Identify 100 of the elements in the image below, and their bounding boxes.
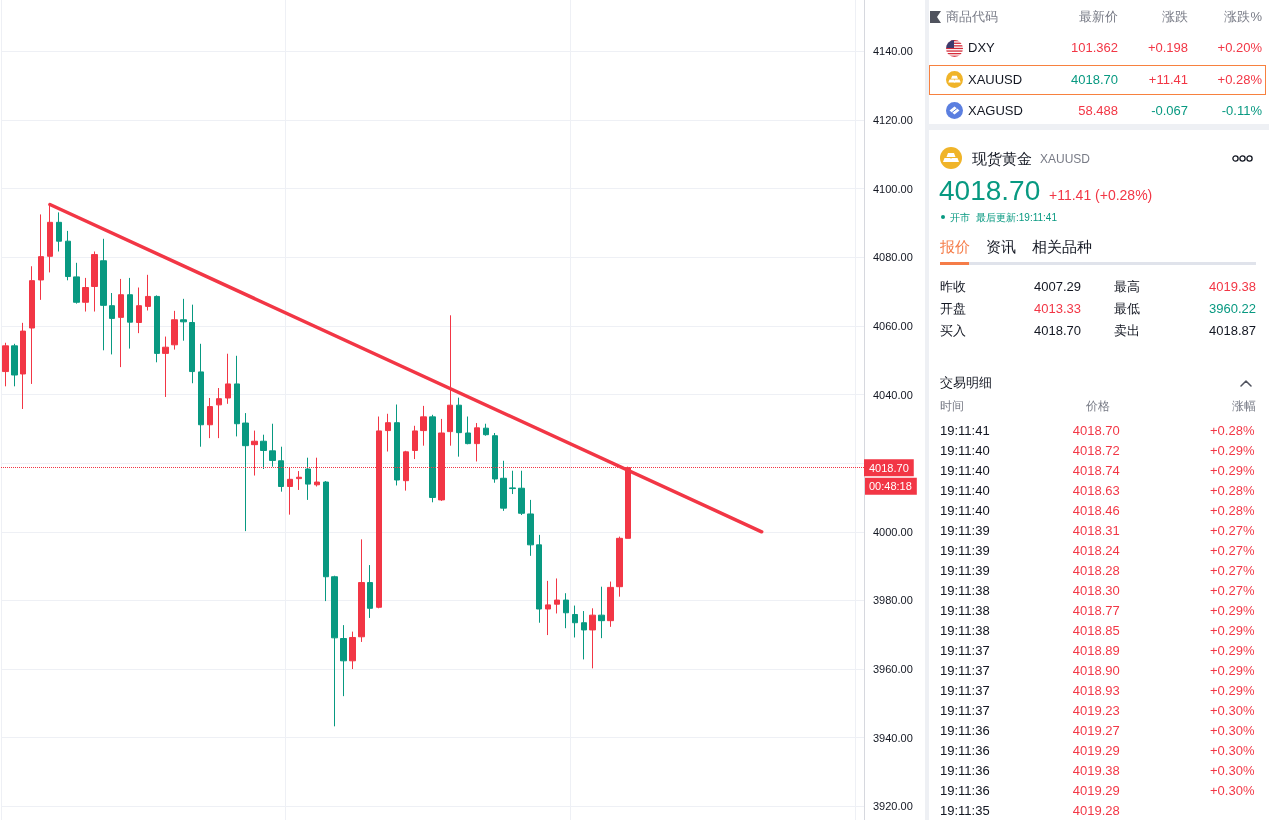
candlestick [527,499,534,557]
text: 卖出 [1114,323,1140,339]
candlestick [465,416,471,445]
candlestick [598,586,605,639]
candlestick [38,213,44,301]
y-tick-label: 3920.00 [873,800,913,813]
text: 19:11:36 4019.29 +0.30% [940,782,1255,798]
candlestick [82,277,89,313]
y-tick-label: 3980.00 [873,594,913,607]
text: 19:11:39 4018.24 +0.27% [940,542,1255,558]
candlestick [145,274,151,311]
text: +11.41 (+0.28%) [1049,186,1153,204]
text: 报价 [940,236,970,256]
candlestick [189,304,195,384]
candlestick [340,624,347,697]
candlestick [225,353,231,405]
text: 价格 [1086,398,1110,414]
candlestick [367,564,373,619]
text: +0.20% [1217,40,1262,56]
candlestick [349,631,356,670]
text: 商品代码 [946,9,998,25]
text: 19:11:36 4019.29 +0.30% [940,742,1255,758]
candlestick [518,470,525,516]
candlestick [509,470,516,495]
candlestick [572,605,578,638]
y-tick-label: 3960.00 [873,663,913,676]
text: 19:11:37 4019.23 +0.30% [940,702,1255,718]
text: 最高 [1114,279,1140,295]
text: 时间 [940,398,964,414]
text: 相关品种 [1032,236,1092,256]
y-tick-label: 4080.00 [873,251,913,264]
y-tick-label: 4040.00 [873,388,913,401]
candlestick [260,434,267,470]
candlestick [91,250,98,313]
candlestick [198,343,204,448]
text: 19:11:39 4018.31 +0.27% [940,522,1255,538]
candlestick [162,336,169,398]
candlestick [20,322,26,410]
text: -0.067 [1151,103,1188,119]
text: XAUUSD [1040,151,1091,167]
candlestick [456,397,462,458]
text: 19:11:36 4019.27 +0.30% [940,722,1255,738]
candlestick [11,343,18,387]
candlestick [563,592,569,629]
text: XAUUSD [968,72,1023,88]
text: 4019.38 [1209,279,1256,295]
text: 最新价 [1079,9,1118,25]
text: 19:11:39 4018.28 +0.27% [940,562,1255,578]
text: 最后更新:19:11:41 [976,210,1057,224]
text: 资讯 [986,236,1016,256]
text: 101.362 [1071,40,1118,56]
candlestick [109,292,115,355]
candlestick [296,470,302,491]
candlestick [394,404,400,486]
text: 4018.70 [1034,323,1081,339]
candlestick [171,310,178,351]
candlestick [420,405,427,447]
candlestick [180,298,187,342]
text: 19:11:38 4018.77 +0.29% [940,602,1255,618]
text: 最低 [1114,301,1140,317]
text: 19:11:40 4018.74 +0.29% [940,462,1255,478]
text: 19:11:41 4018.70 +0.28% [940,422,1255,438]
text: 19:11:40 4018.46 +0.28% [940,502,1255,518]
candlestick [65,230,71,281]
candlestick [358,538,365,643]
text: 00:48:18 [869,480,912,493]
candlestick [447,314,453,447]
text: 4013.33 [1034,301,1081,317]
candlestick [242,412,249,532]
text: 交易明细 [940,375,992,391]
candlestick [581,610,587,660]
candlestick [73,262,80,305]
text: 19:11:35 4019.28 [940,802,1120,818]
candlestick [323,480,329,602]
text: 19:11:38 4018.30 +0.27% [940,582,1255,598]
text: -0.11% [1221,103,1262,119]
text: 19:11:40 4018.72 +0.29% [940,442,1255,458]
candlestick [234,355,240,437]
candlestick [29,265,35,385]
text: 19:11:38 4018.85 +0.29% [940,622,1255,638]
candlestick [483,423,489,437]
candlestick [207,397,213,439]
text: 19:11:37 4018.90 +0.29% [940,662,1255,678]
y-tick-label: 3940.00 [873,731,913,744]
y-tick-label: 4120.00 [873,114,913,127]
candlestick [429,414,436,503]
y-tick-label: 4100.00 [873,182,913,195]
text: 19:11:37 4018.93 +0.29% [940,682,1255,698]
text: 开盘 [940,301,966,317]
ref-line-label: 4018.70 [869,461,909,474]
text: 现货黄金 [972,148,1032,168]
candlestick [554,577,560,614]
y-tick-label: 4000.00 [873,525,913,538]
candlestick [500,460,507,512]
text: 4018.87 [1209,323,1256,339]
text: 涨幅 [1232,398,1256,414]
text: 昨收 [940,279,966,295]
text: 58.488 [1078,103,1118,119]
text: XAGUSD [968,103,1023,119]
text: 买入 [940,323,966,339]
